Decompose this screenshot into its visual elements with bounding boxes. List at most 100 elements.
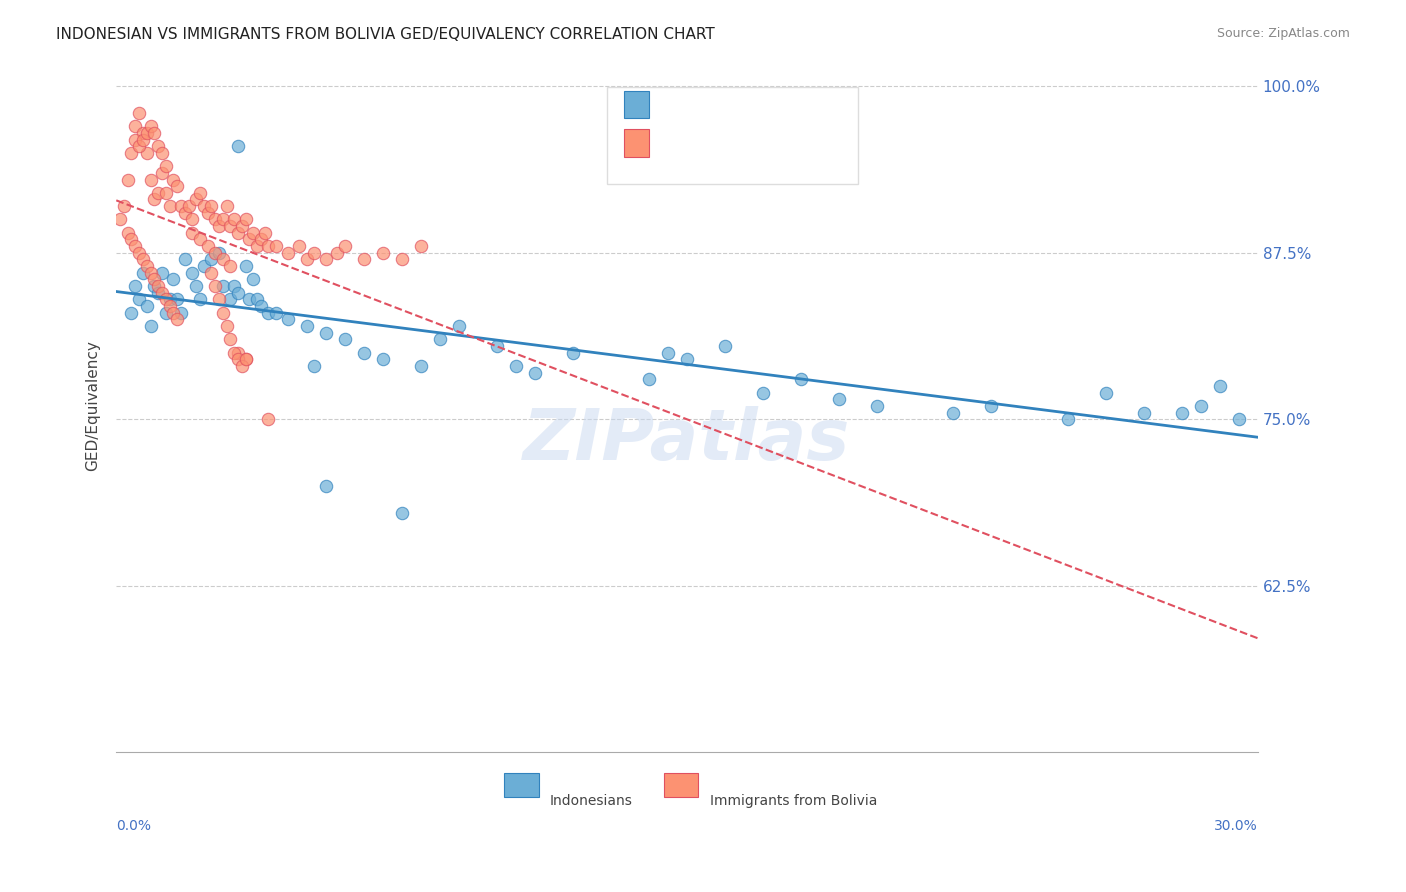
Point — [186, 279, 208, 293]
Point — [276, 312, 298, 326]
Point — [264, 306, 287, 320]
Text: 0.0%: 0.0% — [117, 819, 152, 833]
Point — [146, 285, 169, 300]
Point — [128, 293, 150, 307]
Bar — [624, 128, 650, 157]
Bar — [624, 91, 650, 119]
Text: INDONESIAN VS IMMIGRANTS FROM BOLIVIA GED/EQUIVALENCY CORRELATION CHART: INDONESIAN VS IMMIGRANTS FROM BOLIVIA GE… — [56, 27, 716, 42]
Point — [124, 119, 146, 133]
Point — [226, 226, 249, 240]
Point — [143, 193, 166, 207]
Point — [170, 306, 193, 320]
Point — [235, 352, 257, 367]
Point — [188, 232, 211, 246]
Point — [391, 252, 413, 267]
Point — [173, 206, 195, 220]
Text: Indonesians: Indonesians — [550, 794, 633, 808]
Point — [264, 239, 287, 253]
Point — [211, 252, 233, 267]
Point — [276, 245, 298, 260]
Point — [162, 272, 184, 286]
Point — [1227, 412, 1250, 426]
Point — [714, 339, 737, 353]
Point — [146, 279, 169, 293]
Point — [159, 299, 181, 313]
Point — [155, 293, 177, 307]
Point — [181, 212, 204, 227]
Point — [315, 326, 337, 340]
Point — [143, 279, 166, 293]
Point — [226, 285, 249, 300]
Point — [181, 226, 204, 240]
Point — [226, 345, 249, 359]
Point — [235, 259, 257, 273]
Text: N = 94: N = 94 — [766, 146, 820, 161]
Point — [257, 239, 280, 253]
Point — [200, 266, 222, 280]
Point — [162, 306, 184, 320]
Point — [409, 359, 432, 373]
Point — [186, 193, 208, 207]
Point — [238, 232, 260, 246]
Point — [242, 272, 264, 286]
Text: R =  -0.030: R = -0.030 — [652, 146, 740, 161]
Point — [197, 239, 219, 253]
Point — [231, 219, 253, 234]
Point — [135, 259, 157, 273]
Point — [215, 319, 238, 334]
Point — [333, 239, 356, 253]
Point — [200, 252, 222, 267]
Point — [139, 119, 162, 133]
Point — [295, 319, 318, 334]
Point — [295, 252, 318, 267]
Point — [429, 332, 451, 346]
Point — [676, 352, 699, 367]
Point — [155, 186, 177, 200]
Point — [250, 232, 273, 246]
Point — [866, 399, 889, 413]
Bar — [664, 773, 699, 797]
Point — [117, 226, 139, 240]
Point — [250, 299, 273, 313]
Point — [219, 259, 242, 273]
Point — [124, 239, 146, 253]
Text: Source: ZipAtlas.com: Source: ZipAtlas.com — [1216, 27, 1350, 40]
Point — [166, 293, 188, 307]
Text: ZIPatlas: ZIPatlas — [523, 406, 851, 475]
Point — [204, 212, 226, 227]
Point — [226, 352, 249, 367]
Point — [150, 166, 173, 180]
Point — [150, 285, 173, 300]
Point — [155, 159, 177, 173]
Point — [215, 199, 238, 213]
Point — [523, 366, 546, 380]
Point — [657, 345, 679, 359]
Point — [159, 293, 181, 307]
Text: N = 66: N = 66 — [766, 108, 820, 123]
Point — [135, 126, 157, 140]
Point — [1094, 385, 1116, 400]
Point — [224, 345, 246, 359]
Point — [112, 199, 135, 213]
Point — [371, 352, 394, 367]
Point — [139, 319, 162, 334]
Point — [166, 179, 188, 194]
Point — [188, 186, 211, 200]
Text: 30.0%: 30.0% — [1215, 819, 1258, 833]
Point — [132, 266, 155, 280]
Point — [208, 293, 231, 307]
Point — [1170, 406, 1192, 420]
Point — [177, 199, 200, 213]
Point — [211, 279, 233, 293]
Bar — [505, 773, 538, 797]
Point — [121, 145, 143, 160]
Point — [146, 186, 169, 200]
Point — [135, 299, 157, 313]
Point — [132, 126, 155, 140]
Point — [219, 219, 242, 234]
Point — [253, 226, 276, 240]
Point — [638, 372, 661, 386]
Point — [121, 306, 143, 320]
Point — [200, 199, 222, 213]
Point — [193, 199, 215, 213]
